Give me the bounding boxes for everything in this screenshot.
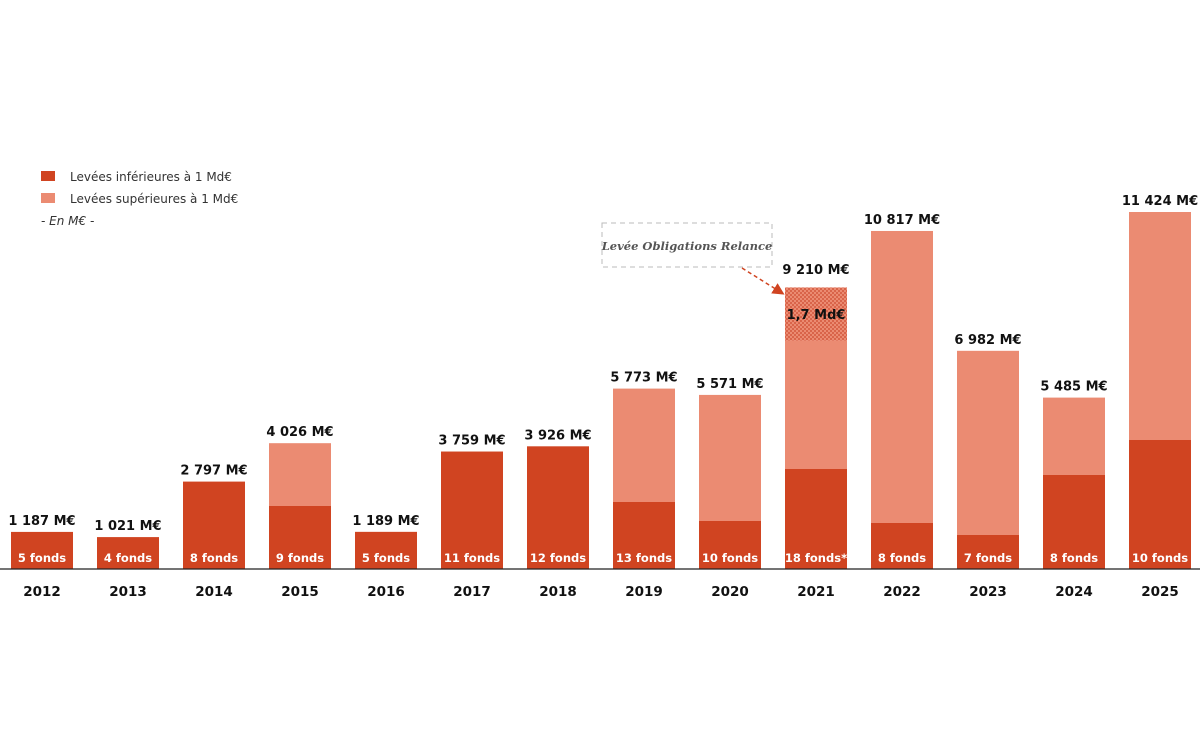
year-label-2016: 2016 xyxy=(367,584,405,600)
year-label-2025: 2025 xyxy=(1141,584,1179,600)
fund-label-2020: 10 fonds xyxy=(702,551,758,565)
bar-superieures-2019 xyxy=(613,388,675,502)
annotation-box xyxy=(601,222,773,268)
bar-relance-2021 xyxy=(785,287,847,341)
bar-inferieures-2015 xyxy=(269,506,331,569)
bar-inferieures-2013 xyxy=(97,537,159,569)
bar-superieures-2025 xyxy=(1129,212,1191,440)
year-label-2020: 2020 xyxy=(711,584,749,600)
fund-label-2012: 5 fonds xyxy=(18,551,66,565)
fund-label-2025: 10 fonds xyxy=(1132,551,1188,565)
bar-superieures-2021 xyxy=(785,340,847,469)
annotation-arrow xyxy=(741,267,785,295)
total-label-2014: 2 797 M€ xyxy=(180,464,247,479)
fund-label-2019: 13 fonds xyxy=(616,551,672,565)
bar-superieures-2023 xyxy=(957,350,1019,535)
annotation: Levée Obligations Relance xyxy=(601,222,785,295)
bar-superieures-2024 xyxy=(1043,397,1105,475)
total-label-2017: 3 759 M€ xyxy=(438,434,505,449)
total-label-2019: 5 773 M€ xyxy=(610,371,677,386)
total-label-2015: 4 026 M€ xyxy=(266,425,333,440)
fund-label-2016: 5 fonds xyxy=(362,551,410,565)
total-label-2025: 11 424 M€ xyxy=(1122,194,1198,209)
year-label-2024: 2024 xyxy=(1055,584,1093,600)
fund-label-2017: 11 fonds xyxy=(444,551,500,565)
year-label-2012: 2012 xyxy=(23,584,61,600)
bar-inferieures-2024 xyxy=(1043,475,1105,569)
fund-label-2014: 8 fonds xyxy=(190,551,238,565)
bar-inferieures-2023 xyxy=(957,535,1019,569)
unit-label: - En M€ - xyxy=(41,214,94,228)
total-label-2022: 10 817 M€ xyxy=(864,213,940,228)
fund-label-2021: 18 fonds* xyxy=(785,551,847,565)
legend-swatch-inferieures xyxy=(41,171,55,181)
relance-label: 1,7 Md€ xyxy=(787,308,846,323)
bar-inferieures-2017 xyxy=(441,451,503,569)
fund-label-2018: 12 fonds xyxy=(530,551,586,565)
year-label-2019: 2019 xyxy=(625,584,663,600)
year-label-2018: 2018 xyxy=(539,584,577,600)
bar-inferieures-2016 xyxy=(355,531,417,569)
year-label-2015: 2015 xyxy=(281,584,319,600)
bar-inferieures-2019 xyxy=(613,502,675,569)
year-label-2017: 2017 xyxy=(453,584,491,600)
bar-inferieures-2020 xyxy=(699,521,761,569)
year-label-2021: 2021 xyxy=(797,584,835,600)
bars: 1 187 M€ 5 fonds 2012 1 021 M€ 4 fonds 2013 2 … xyxy=(8,194,1198,600)
total-label-2020: 5 571 M€ xyxy=(696,377,763,392)
fund-label-2024: 8 fonds xyxy=(1050,551,1098,565)
total-label-2023: 6 982 M€ xyxy=(954,333,1021,348)
year-label-2022: 2022 xyxy=(883,584,921,600)
year-label-2013: 2013 xyxy=(109,584,147,600)
legend-swatch-superieures xyxy=(41,193,55,203)
bar-superieures-2015 xyxy=(269,443,331,506)
bar-inferieures-2022 xyxy=(871,523,933,569)
bar-inferieures-2014 xyxy=(183,481,245,569)
legend: Levées inférieures à 1 Md€ Levées supéri… xyxy=(41,170,238,228)
legend-label-inferieures: Levées inférieures à 1 Md€ xyxy=(70,170,232,184)
bar-inferieures-2021 xyxy=(785,469,847,569)
total-label-2024: 5 485 M€ xyxy=(1040,380,1107,395)
fund-label-2013: 4 fonds xyxy=(104,551,152,565)
fund-label-2023: 7 fonds xyxy=(964,551,1012,565)
annotation-text: Levée Obligations Relance xyxy=(601,239,773,253)
legend-label-superieures: Levées supérieures à 1 Md€ xyxy=(70,192,238,206)
total-label-2021: 9 210 M€ xyxy=(782,263,849,278)
bar-inferieures-2025 xyxy=(1129,440,1191,569)
year-label-2014: 2014 xyxy=(195,584,233,600)
year-label-2023: 2023 xyxy=(969,584,1007,600)
total-label-2013: 1 021 M€ xyxy=(94,519,161,534)
bar-superieures-2020 xyxy=(699,394,761,521)
fund-label-2015: 9 fonds xyxy=(276,551,324,565)
total-label-2012: 1 187 M€ xyxy=(8,514,75,529)
bar-superieures-2022 xyxy=(871,230,933,523)
bar-inferieures-2012 xyxy=(11,531,73,569)
fund-label-2022: 8 fonds xyxy=(878,551,926,565)
bar-inferieures-2018 xyxy=(527,446,589,569)
total-label-2016: 1 189 M€ xyxy=(352,514,419,529)
total-label-2018: 3 926 M€ xyxy=(524,428,591,443)
